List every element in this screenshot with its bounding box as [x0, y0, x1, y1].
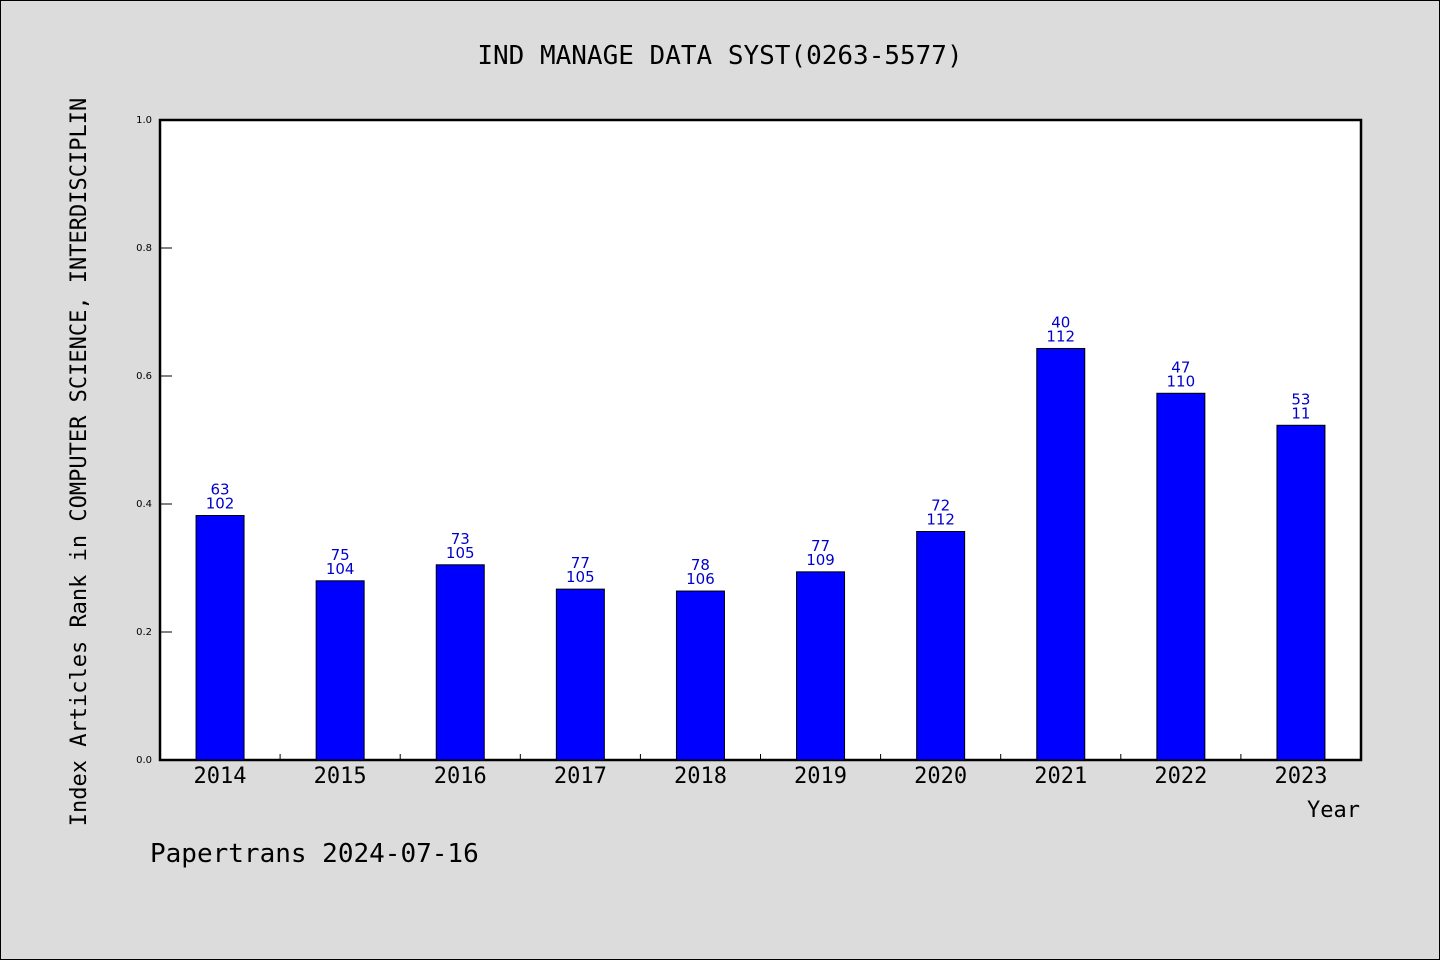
x-tick-label: 2017 — [554, 764, 607, 789]
bar-2014 — [195, 515, 245, 761]
bar-label-bottom: 106 — [686, 570, 715, 588]
bar-label-bottom: 105 — [566, 568, 595, 586]
bar-label-bottom: 105 — [446, 544, 475, 562]
footer-text: Papertrans 2024-07-16 — [150, 839, 479, 869]
x-tick-label: 2016 — [434, 764, 487, 789]
bar-label-top: 78 — [691, 556, 710, 574]
bar-label-top: 63 — [211, 481, 230, 499]
bar-2022 — [1156, 392, 1206, 761]
bar-2016 — [435, 564, 485, 761]
x-tick-label: 2021 — [1034, 764, 1087, 789]
x-tick-label: 2020 — [914, 764, 967, 789]
bar-label-top: 75 — [331, 546, 350, 564]
x-tick-label: 2018 — [674, 764, 727, 789]
bar-2015 — [315, 580, 365, 761]
y-tick-label: 0.2 — [136, 627, 152, 638]
bar-2021 — [1036, 347, 1086, 761]
x-tick-label: 2019 — [794, 764, 847, 789]
y-axis-label: Index Articles Rank in COMPUTER SCIENCE,… — [67, 98, 92, 826]
x-tick-label: 2022 — [1154, 764, 1207, 789]
bar-label-top: 47 — [1171, 358, 1190, 376]
y-tick-label: 1.0 — [136, 115, 152, 126]
bar-series — [195, 347, 1326, 761]
y-tick-label: 0.4 — [136, 499, 152, 510]
bar-label-top: 73 — [451, 530, 470, 548]
bar-label-top: 77 — [571, 554, 590, 572]
bar-2019 — [796, 571, 846, 761]
bar-label-bottom: 104 — [326, 560, 355, 578]
y-axis: 0.0 0.2 0.4 0.6 0.8 1.0 — [136, 115, 172, 766]
bar-label-top: 77 — [811, 537, 830, 555]
bar-label-top: 53 — [1291, 390, 1310, 408]
bar-2018 — [675, 590, 725, 761]
y-tick-label: 0.6 — [136, 371, 152, 382]
bar-2023 — [1276, 424, 1326, 761]
bar-label-bottom: 11 — [1291, 404, 1310, 422]
x-axis-label: Year — [1307, 798, 1360, 823]
bar-2020 — [916, 531, 966, 761]
x-tick-label: 2014 — [194, 764, 247, 789]
bar-label-bottom: 102 — [206, 495, 235, 513]
bar-label-top: 40 — [1051, 313, 1070, 331]
chart-title: IND MANAGE DATA SYST(0263-5577) — [477, 41, 962, 71]
y-tick-label: 0.8 — [136, 243, 152, 254]
bar-2017 — [555, 588, 605, 761]
x-tick-label: 2023 — [1274, 764, 1327, 789]
y-tick-label: 0.0 — [136, 755, 152, 766]
bar-labels: 6310275104731057710578106771097211240112… — [206, 313, 1311, 588]
bar-label-bottom: 112 — [926, 511, 955, 529]
bar-label-bottom: 110 — [1167, 372, 1196, 390]
x-axis: 2014 2015 2016 2017 2018 2019 2020 2021 2022 2023 — [194, 754, 1327, 789]
bar-label-top: 72 — [931, 497, 950, 515]
bar-label-bottom: 109 — [806, 551, 835, 569]
x-tick-label: 2015 — [314, 764, 367, 789]
bar-label-bottom: 112 — [1046, 327, 1075, 345]
